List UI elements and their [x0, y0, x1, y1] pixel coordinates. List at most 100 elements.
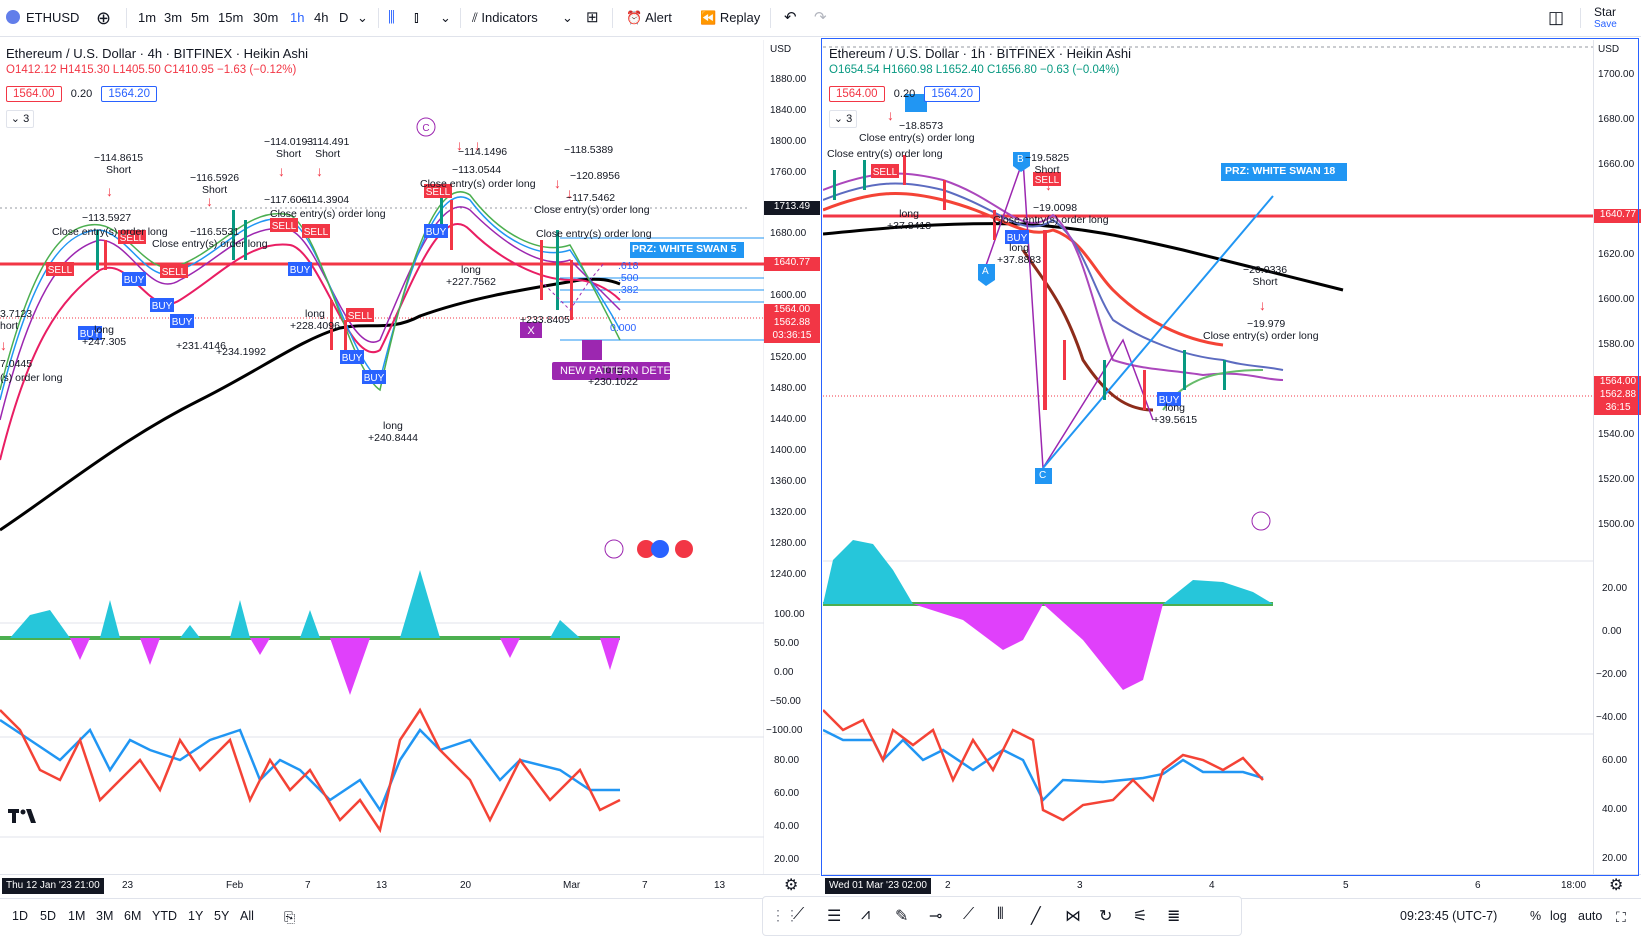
left-chart-svg[interactable]: SELL SELL BUY BUY BUY SELL BUY BUY SELL …	[0, 40, 764, 874]
left-price-axis[interactable]: USD 1880.00 1840.00 1800.00 1760.00 1713…	[764, 40, 820, 874]
range-1m[interactable]: 1M	[68, 909, 86, 923]
top-toolbar: ETHUSD ⊕ 1m 3m 5m 15m 30m 1h 4h D ⌄ ⫼ ⫾ …	[0, 0, 1641, 37]
crosshair-price-label: 1713.49	[764, 201, 820, 215]
log-toggle[interactable]: log	[1550, 909, 1567, 923]
annotation-v4: −19.0098	[1033, 202, 1078, 214]
gear-icon[interactable]: ⚙	[784, 877, 799, 894]
lightning-icon[interactable]	[604, 539, 624, 559]
right-chart-pane[interactable]: SELL BUY SELL BUY ↓ ↓ ↓ Ethereum / U.S. Do…	[823, 40, 1641, 874]
interval-5m[interactable]: 5m	[191, 10, 210, 25]
trend-line-tool-icon[interactable]: ⟋	[793, 906, 805, 923]
us-flag-icon[interactable]	[637, 540, 655, 558]
close-value: C1656.80	[986, 64, 1037, 76]
time-tick: 4	[1209, 880, 1215, 891]
svg-text:↓: ↓	[206, 193, 213, 209]
range-ytd[interactable]: YTD	[152, 909, 177, 923]
left-time-axis[interactable]: Thu 12 Jan '23 21:00 23 Feb 7 13 20 Mar …	[0, 874, 820, 897]
price-tick: 1840.00	[770, 105, 807, 116]
lightning-icon[interactable]	[1251, 511, 1271, 531]
left-ohlc: O1412.12 H1415.30 L1405.50 C1410.95 −1.6…	[6, 64, 296, 76]
low-value: L1405.50	[112, 64, 161, 76]
percent-toggle[interactable]: %	[1530, 909, 1542, 923]
interval-d[interactable]: D	[339, 10, 349, 25]
right-time-axis[interactable]: Wed 01 Mar '23 02:00 2 3 4 5 6 18:00 ⚙	[823, 874, 1641, 897]
currency-selector[interactable]: USD	[1598, 44, 1620, 55]
annotation-left-cut-1: 3.7123	[0, 308, 33, 320]
range-1y[interactable]: 1Y	[188, 909, 204, 923]
svg-text:SELL: SELL	[48, 265, 73, 276]
range-5y[interactable]: 5Y	[214, 909, 230, 923]
range-5d[interactable]: 5D	[40, 909, 56, 923]
bar-style-icon[interactable]: ⫼	[388, 9, 395, 26]
indicators-toggle[interactable]: ⌄ 3	[829, 110, 857, 128]
candle-style-icon[interactable]: ⫾	[414, 9, 419, 26]
buy-price-button[interactable]: 1564.20	[101, 86, 157, 102]
left-chart-title[interactable]: Ethereum / U.S. Dollar · 4h · BITFINEX ·…	[6, 46, 308, 61]
replay-button[interactable]: ⏪ Replay	[700, 10, 761, 25]
indicators-icon: ⫽	[472, 10, 482, 25]
drag-handle-icon[interactable]: ⋮⋮	[771, 907, 799, 923]
gear-icon[interactable]: ⚙	[1609, 877, 1624, 894]
interval-3m[interactable]: 3m	[164, 10, 183, 25]
templates-icon[interactable]: ⊞	[586, 9, 599, 26]
currency-selector[interactable]: USD	[770, 44, 792, 55]
brush-tool-icon[interactable]: ✎	[895, 908, 909, 925]
clock[interactable]: 09:23:45 (UTC-7)	[1400, 909, 1498, 923]
sell-price-button[interactable]: 1564.00	[6, 86, 62, 102]
pattern-detected-label[interactable]: NEW PATTERN DETECTED	[560, 365, 701, 377]
sell-price-button[interactable]: 1564.00	[829, 86, 885, 102]
range-1d[interactable]: 1D	[12, 909, 28, 923]
annotation-close-order-2: Close entry(s) order long	[827, 148, 943, 160]
line-tool-icon[interactable]: ╱	[1031, 908, 1041, 925]
range-all[interactable]: All	[240, 909, 254, 923]
harmonic-pattern	[539, 261, 606, 311]
interval-1h[interactable]: 1h	[290, 10, 305, 25]
price-tick: 1600.00	[1598, 294, 1635, 305]
settings-lines-icon[interactable]: ⚟	[1133, 908, 1148, 925]
layout-panels-icon[interactable]: ◫	[1548, 8, 1565, 27]
right-price-axis[interactable]: USD 1700.00 1680.00 1660.00 1640.77 1620…	[1593, 40, 1641, 874]
left-chart-pane[interactable]: SELL SELL BUY BUY BUY SELL BUY BUY SELL …	[0, 40, 764, 874]
horizontal-line-tool-icon[interactable]: ⊸	[929, 908, 943, 925]
range-6m[interactable]: 6M	[124, 909, 142, 923]
signal-arrows: ↓ ↓ ↓ ↓ ↓ ↓ ↓ ↓ ↓	[0, 137, 573, 353]
compare-symbol-icon[interactable]: ⊕	[96, 8, 112, 28]
chevron-down-icon[interactable]: ⌄	[440, 10, 451, 25]
alert-button[interactable]: ⏰ Alert	[626, 10, 672, 25]
redo-icon[interactable]: ↷	[814, 9, 827, 26]
interval-30m[interactable]: 30m	[253, 10, 279, 25]
price-tick: 1520.00	[1598, 474, 1635, 485]
ray-tool-icon[interactable]: ⟋	[963, 906, 975, 923]
right-chart-title[interactable]: Ethereum / U.S. Dollar · 1h · BITFINEX ·…	[829, 46, 1131, 61]
fib-tool-icon[interactable]: ☰	[827, 908, 842, 925]
pattern-badge-bg	[552, 362, 670, 380]
fullscreen-icon[interactable]: ⛶	[1616, 909, 1626, 925]
price-tick: 1880.00	[770, 74, 807, 85]
symbol-search[interactable]: ETHUSD	[6, 8, 79, 28]
auto-toggle[interactable]: auto	[1578, 909, 1603, 923]
goto-date-icon[interactable]: ⎘	[284, 909, 296, 925]
us-flag-icon[interactable]	[675, 540, 693, 558]
save-label[interactable]: Save	[1594, 19, 1617, 30]
undo-icon[interactable]: ↶	[784, 9, 797, 26]
xabcd-tool-icon[interactable]: ⋈	[1065, 908, 1081, 925]
chevron-down-icon[interactable]: ⌄	[357, 10, 368, 25]
indicators-button[interactable]: ⫽ Indicators	[472, 10, 538, 25]
range-3m[interactable]: 3M	[96, 909, 114, 923]
us-flag-icon[interactable]	[651, 540, 669, 558]
interval-1m[interactable]: 1m	[138, 10, 157, 25]
star-label[interactable]: Star	[1594, 5, 1617, 19]
right-chart-svg[interactable]: SELL BUY SELL BUY ↓ ↓ ↓	[823, 40, 1593, 874]
interval-4h[interactable]: 4h	[314, 10, 329, 25]
curve-tool-icon[interactable]: ↻	[1099, 908, 1113, 925]
vertical-lines-tool-icon[interactable]: ⫴	[997, 906, 1004, 923]
object-tree-icon[interactable]: ≣	[1167, 908, 1181, 925]
buy-price-button[interactable]: 1564.20	[924, 86, 980, 102]
interval-15m[interactable]: 15m	[218, 10, 244, 25]
rsi-tick: 40.00	[1602, 804, 1628, 815]
chevron-down-icon[interactable]: ⌄	[562, 10, 573, 25]
svg-text:BUY: BUY	[364, 373, 385, 384]
rsi-tick: 40.00	[774, 821, 800, 832]
indicators-toggle[interactable]: ⌄ 3	[6, 110, 34, 128]
pattern-tool-icon[interactable]: ⩘	[861, 906, 871, 923]
